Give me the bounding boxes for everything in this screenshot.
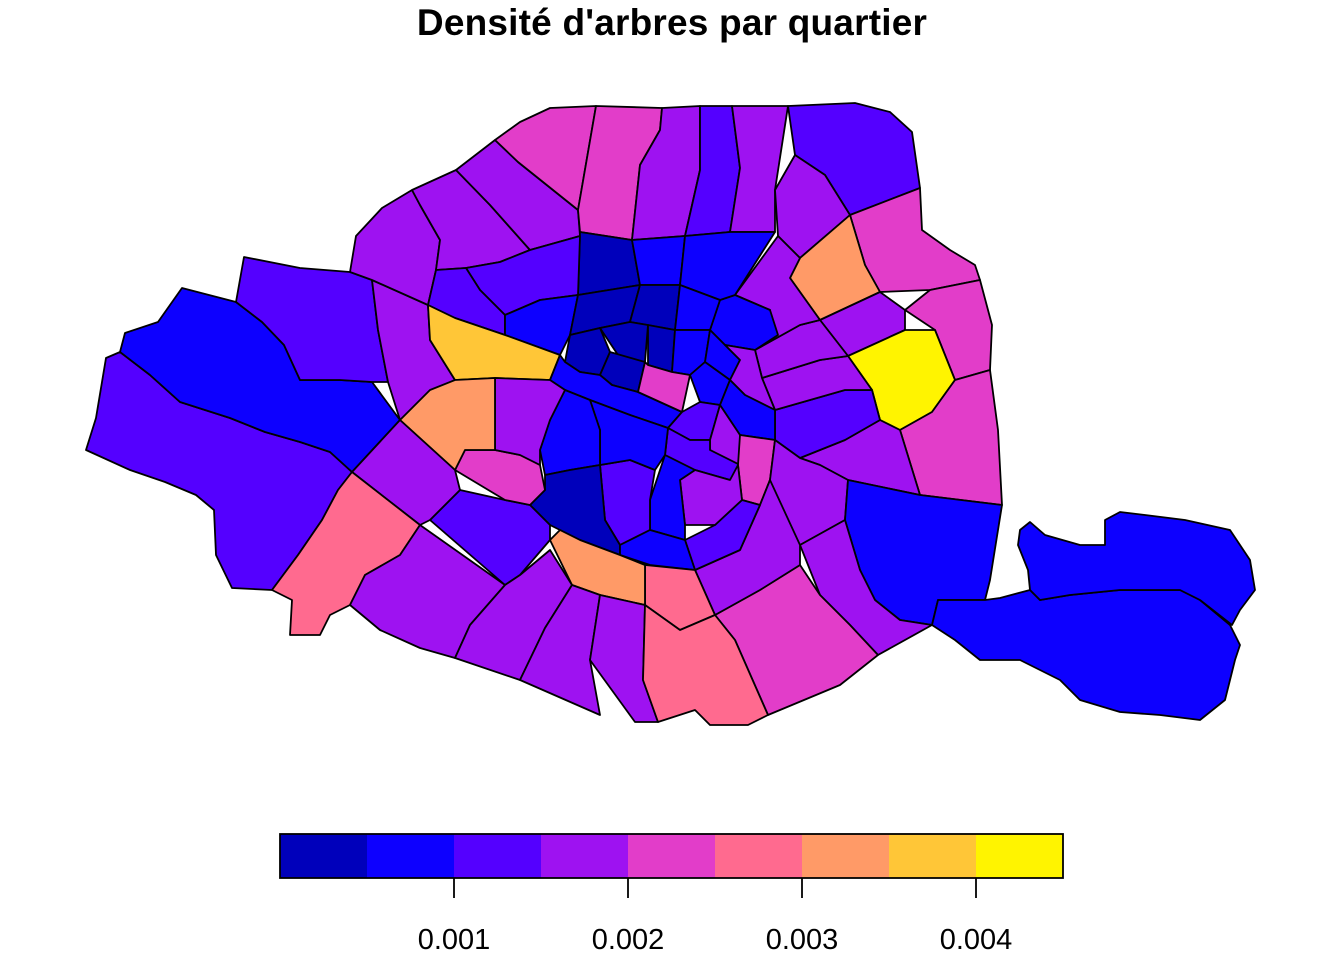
legend-bin-2 [367,834,454,878]
legend-tick-label: 0.002 [592,924,665,956]
district-gare-sud [642,604,769,726]
legend-bin-1 [280,834,367,878]
legend-tick-label: 0.004 [940,924,1013,956]
color-legend: 0.001 0.002 0.003 0.004 [279,833,1064,956]
map-title: Densité d'arbres par quartier [416,2,928,43]
district-vincennes-east [1017,511,1256,626]
district-invalides [494,377,566,466]
district-bois-de-vincennes [931,589,1241,721]
legend-ticks: 0.001 0.002 0.003 0.004 [418,878,1013,956]
legend-bin-3 [454,834,541,878]
district-faubourg-montmartre [577,231,641,296]
legend-bins [280,834,1063,878]
legend-bin-4 [541,834,628,878]
district-rochechouart [631,235,686,286]
legend-frame [279,833,1064,879]
districts-layer [85,102,1256,726]
district-mail [647,324,676,373]
legend-bin-8 [889,834,976,878]
legend-bin-9 [976,834,1063,878]
legend-bin-5 [628,834,715,878]
legend-tick-label: 0.001 [418,924,491,956]
district-ecole-militaire [399,377,496,471]
legend-tick-label: 0.003 [766,924,839,956]
district-jardin-des-plantes [679,464,743,526]
legend-bin-7 [802,834,889,878]
legend-bin-6 [715,834,802,878]
